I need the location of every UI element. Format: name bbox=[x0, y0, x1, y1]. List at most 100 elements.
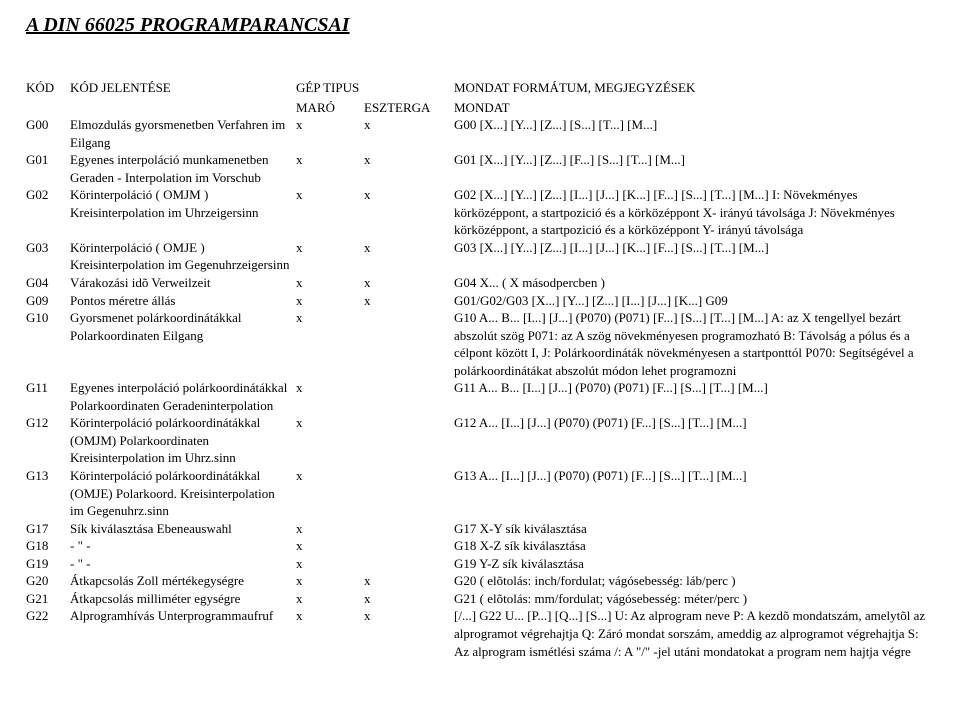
maro-cell: x bbox=[296, 186, 364, 204]
code-cell: G19 bbox=[26, 555, 70, 573]
desc-cell: Körinterpoláció ( OMJM ) Kreisinterpolat… bbox=[70, 186, 296, 221]
maro-cell: x bbox=[296, 292, 364, 310]
eszterga-cell: x bbox=[364, 590, 454, 608]
table-row: G04Várakozási idõ VerweilzeitxxG04 X... … bbox=[26, 274, 934, 292]
note-cell: G02 [X...] [Y...] [Z...] [I...] [J...] [… bbox=[454, 186, 934, 239]
note-cell: [/...] G22 U... [P...] [Q...] [S...] U: … bbox=[454, 607, 934, 660]
note-cell: G20 ( elõtolás: inch/fordulat; vágósebes… bbox=[454, 572, 934, 590]
page: A DIN 66025 PROGRAMPARANCSAI KÓD KÓD JEL… bbox=[0, 0, 960, 713]
maro-cell: x bbox=[296, 274, 364, 292]
note-cell: G00 [X...] [Y...] [Z...] [S...] [T...] [… bbox=[454, 116, 934, 134]
table-row: G13Körinterpoláció polárkoordinátákkal (… bbox=[26, 467, 934, 520]
desc-cell: Körinterpoláció polárkoordinátákkal (OMJ… bbox=[70, 414, 296, 467]
desc-cell: Várakozási idõ Verweilzeit bbox=[70, 274, 296, 292]
maro-cell: x bbox=[296, 239, 364, 257]
note-cell: G10 A... B... [I...] [J...] (P070) (P071… bbox=[454, 309, 934, 379]
maro-cell: x bbox=[296, 572, 364, 590]
desc-cell: - " - bbox=[70, 537, 296, 555]
header-note-top: MONDAT FORMÁTUM, MEGJEGYZÉSEK bbox=[454, 79, 934, 97]
maro-cell: x bbox=[296, 607, 364, 625]
code-cell: G01 bbox=[26, 151, 70, 169]
code-cell: G03 bbox=[26, 239, 70, 257]
table-row: G17Sík kiválasztása Ebeneauswahlx G17 X-Y… bbox=[26, 520, 934, 538]
note-cell: G18 X-Z sík kiválasztása bbox=[454, 537, 934, 555]
table-row: G01Egyenes interpoláció munkamenetben Ge… bbox=[26, 151, 934, 186]
table-row: G11Egyenes interpoláció polárkoordináták… bbox=[26, 379, 934, 414]
header-code: KÓD bbox=[26, 79, 70, 97]
code-cell: G10 bbox=[26, 309, 70, 327]
code-cell: G21 bbox=[26, 590, 70, 608]
maro-cell: x bbox=[296, 414, 364, 432]
code-cell: G18 bbox=[26, 537, 70, 555]
desc-cell: - " - bbox=[70, 555, 296, 573]
maro-cell: x bbox=[296, 555, 364, 573]
code-cell: G00 bbox=[26, 116, 70, 134]
note-cell: G19 Y-Z sík kiválasztása bbox=[454, 555, 934, 573]
header-mondat: MONDAT bbox=[454, 99, 934, 117]
maro-cell: x bbox=[296, 116, 364, 134]
desc-cell: Alprogramhívás Unterprogrammaufruf bbox=[70, 607, 296, 625]
table-row: G12Körinterpoláció polárkoordinátákkal (… bbox=[26, 414, 934, 467]
maro-cell: x bbox=[296, 309, 364, 327]
note-cell: G17 X-Y sík kiválasztása bbox=[454, 520, 934, 538]
maro-cell: x bbox=[296, 151, 364, 169]
eszterga-cell: x bbox=[364, 607, 454, 625]
code-cell: G02 bbox=[26, 186, 70, 204]
eszterga-cell: x bbox=[364, 116, 454, 134]
desc-cell: Egyenes interpoláció polárkoordinátákkal… bbox=[70, 379, 296, 414]
header-desc: KÓD JELENTÉSE bbox=[70, 79, 296, 97]
table-row: G00Elmozdulás gyorsmenetben Verfahren im… bbox=[26, 116, 934, 151]
table-header-row: KÓD KÓD JELENTÉSE GÉP TIPUS MONDAT FORMÁ… bbox=[26, 79, 934, 97]
code-cell: G04 bbox=[26, 274, 70, 292]
desc-cell: Egyenes interpoláció munkamenetben Gerad… bbox=[70, 151, 296, 186]
desc-cell: Körinterpoláció ( OMJE ) Kreisinterpolat… bbox=[70, 239, 296, 274]
note-cell: G13 A... [I...] [J...] (P070) (P071) [F.… bbox=[454, 467, 934, 485]
table-row: G09Pontos méretre állásxxG01/G02/G03 [X.… bbox=[26, 292, 934, 310]
note-cell: G21 ( elõtolás: mm/fordulat; vágósebessé… bbox=[454, 590, 934, 608]
note-cell: G11 A... B... [I...] [J...] (P070) (P071… bbox=[454, 379, 934, 397]
header-geptipus: GÉP TIPUS bbox=[296, 79, 364, 97]
table-row: G19 - " -x G19 Y-Z sík kiválasztása bbox=[26, 555, 934, 573]
table-row: G02Körinterpoláció ( OMJM ) Kreisinterpo… bbox=[26, 186, 934, 239]
maro-cell: x bbox=[296, 520, 364, 538]
eszterga-cell: x bbox=[364, 186, 454, 204]
table-row: G22Alprogramhívás Unterprogrammaufrufxx[… bbox=[26, 607, 934, 660]
eszterga-cell: x bbox=[364, 239, 454, 257]
code-cell: G13 bbox=[26, 467, 70, 485]
note-cell: G01 [X...] [Y...] [Z...] [F...] [S...] [… bbox=[454, 151, 934, 169]
maro-cell: x bbox=[296, 467, 364, 485]
code-cell: G12 bbox=[26, 414, 70, 432]
table-row: G18 - " -x G18 X-Z sík kiválasztása bbox=[26, 537, 934, 555]
desc-cell: Körinterpoláció polárkoordinátákkal (OMJ… bbox=[70, 467, 296, 520]
header-eszterga: ESZTERGA bbox=[364, 99, 454, 117]
maro-cell: x bbox=[296, 379, 364, 397]
maro-cell: x bbox=[296, 590, 364, 608]
page-title: A DIN 66025 PROGRAMPARANCSAI bbox=[26, 12, 934, 39]
code-cell: G09 bbox=[26, 292, 70, 310]
table-row: G20Átkapcsolás Zoll mértékegységrexxG20 … bbox=[26, 572, 934, 590]
header-maro: MARÓ bbox=[296, 99, 364, 117]
desc-cell: Sík kiválasztása Ebeneauswahl bbox=[70, 520, 296, 538]
desc-cell: Átkapcsolás milliméter egységre bbox=[70, 590, 296, 608]
code-cell: G11 bbox=[26, 379, 70, 397]
table-row: G21Átkapcsolás milliméter egységrexxG21 … bbox=[26, 590, 934, 608]
desc-cell: Gyorsmenet polárkoordinátákkal Polarkoor… bbox=[70, 309, 296, 344]
table-subheader-row: MARÓ ESZTERGA MONDAT bbox=[26, 99, 934, 117]
code-cell: G20 bbox=[26, 572, 70, 590]
maro-cell: x bbox=[296, 537, 364, 555]
eszterga-cell: x bbox=[364, 572, 454, 590]
note-cell: G01/G02/G03 [X...] [Y...] [Z...] [I...] … bbox=[454, 292, 934, 310]
eszterga-cell: x bbox=[364, 292, 454, 310]
eszterga-cell: x bbox=[364, 274, 454, 292]
note-cell: G12 A... [I...] [J...] (P070) (P071) [F.… bbox=[454, 414, 934, 432]
code-cell: G22 bbox=[26, 607, 70, 625]
table-body: G00Elmozdulás gyorsmenetben Verfahren im… bbox=[26, 116, 934, 660]
desc-cell: Elmozdulás gyorsmenetben Verfahren im Ei… bbox=[70, 116, 296, 151]
eszterga-cell: x bbox=[364, 151, 454, 169]
note-cell: G04 X... ( X másodpercben ) bbox=[454, 274, 934, 292]
table-row: G03Körinterpoláció ( OMJE ) Kreisinterpo… bbox=[26, 239, 934, 274]
desc-cell: Pontos méretre állás bbox=[70, 292, 296, 310]
note-cell: G03 [X...] [Y...] [Z...] [I...] [J...] [… bbox=[454, 239, 934, 257]
code-cell: G17 bbox=[26, 520, 70, 538]
table-row: G10Gyorsmenet polárkoordinátákkal Polark… bbox=[26, 309, 934, 379]
